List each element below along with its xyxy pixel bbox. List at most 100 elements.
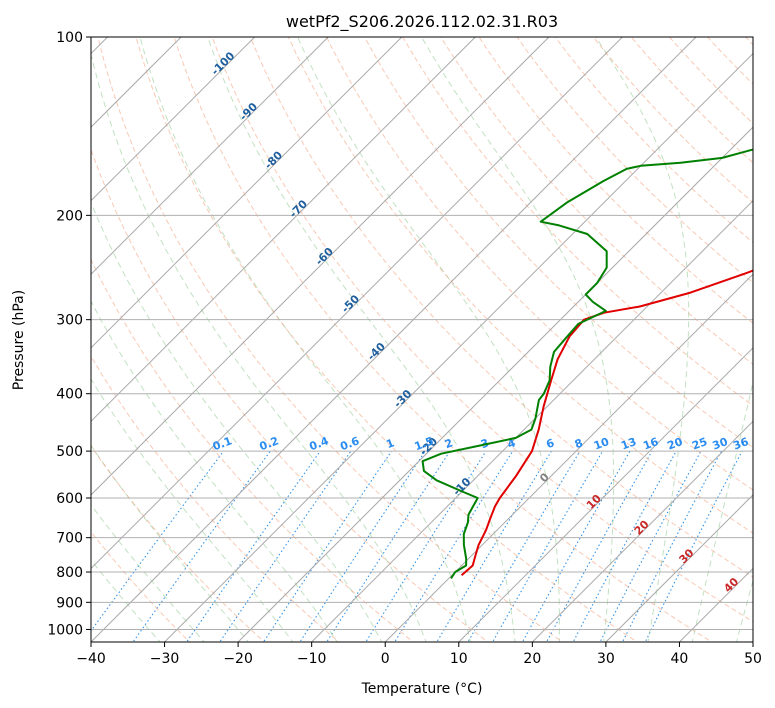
- isotherm: [91, 37, 403, 349]
- profile-series: [421, 148, 753, 579]
- mixing-ratio-line: [326, 450, 451, 642]
- dry-adiabats: [91, 37, 753, 642]
- mixing-ratio-label: 25: [690, 435, 709, 452]
- mixing-ratio-line: [644, 450, 743, 642]
- mixing-ratio-label: 0.2: [258, 434, 281, 453]
- dry-adiabat: [592, 37, 753, 204]
- dry-adiabat-label: -40: [365, 340, 388, 363]
- mixing-ratio-label: 10: [592, 435, 611, 453]
- mixing-ratio-label: 13: [619, 435, 638, 452]
- isotherm: [91, 37, 329, 275]
- dry-adiabat: [91, 258, 415, 642]
- dry-adiabat: [402, 37, 753, 407]
- mixing-ratio-label: 8: [573, 436, 585, 451]
- plot-area: -100-90-80-70-60-50-40-30-20-10 010203040…: [91, 37, 753, 642]
- x-axis: −40 −30 −20 −10 0 10 20 30 40 50: [76, 642, 762, 667]
- isotherm: [531, 420, 753, 642]
- mixing-ratio-line: [394, 450, 514, 642]
- mixing-ratio-label: 36: [731, 435, 750, 453]
- y-tick-label: 900: [56, 595, 83, 611]
- y-tick-label: 300: [56, 313, 83, 329]
- moist-adiabat: [139, 37, 472, 642]
- isotherm: [605, 494, 753, 642]
- mixing-ratio-line: [185, 450, 321, 642]
- mixing-ratio-line: [132, 450, 271, 642]
- dewpoint-profile-line: [421, 148, 753, 579]
- mixing-ratio-label: 6: [544, 436, 556, 451]
- isotherm-label: 20: [632, 517, 652, 537]
- moist-adiabat: [91, 444, 250, 642]
- moist-adiabat: [91, 559, 161, 642]
- isobar-gridlines: [91, 37, 753, 630]
- x-tick-label: 50: [744, 651, 762, 667]
- dry-adiabat: [97, 37, 564, 642]
- dry-adiabat: [364, 37, 753, 449]
- temperature-profile-line: [460, 269, 753, 576]
- mixing-ratio-line: [572, 450, 677, 642]
- mixing-ratio-label: 20: [666, 435, 685, 453]
- x-tick-label: −20: [223, 651, 253, 667]
- mixing-ratio-line: [91, 450, 224, 632]
- isotherm-label: 10: [584, 492, 604, 512]
- mixing-ratio-label: 1: [384, 436, 396, 451]
- x-tick-label: 20: [523, 651, 541, 667]
- dry-adiabat: [287, 37, 753, 534]
- y-tick-label: 1000: [47, 622, 83, 638]
- x-tick-label: 10: [450, 651, 468, 667]
- y-tick-label: 500: [56, 444, 83, 460]
- mixing-ratio-line: [467, 450, 581, 642]
- moist-adiabat: [735, 578, 753, 642]
- isotherm-lines: [91, 37, 753, 642]
- dry-adiabat: [706, 37, 753, 85]
- plot-frame: [90, 36, 754, 643]
- y-tick-label: 600: [56, 491, 83, 507]
- mixing-ratio-label: 2: [443, 436, 455, 451]
- isotherm: [752, 641, 753, 642]
- x-tick-label: 0: [381, 651, 390, 667]
- moist-adiabat: [420, 37, 615, 642]
- isotherm: [311, 199, 753, 642]
- mixing-ratio-label: 1.5: [413, 434, 436, 453]
- y-tick-label: 700: [56, 531, 83, 547]
- isotherm: [91, 37, 476, 423]
- moist-adiabat: [91, 503, 205, 642]
- moist-adiabat: [595, 37, 690, 642]
- dry-adiabat-label: -90: [237, 100, 260, 123]
- x-tick-label: −40: [76, 651, 106, 667]
- x-axis-label: Temperature (°C): [361, 681, 483, 697]
- dry-adiabat: [554, 37, 753, 244]
- chart-title: wetPf2_S206.2026.112.02.31.R03: [286, 12, 558, 32]
- y-tick-label: 800: [56, 565, 83, 581]
- isotherm: [91, 37, 256, 202]
- y-tick-label: 100: [56, 30, 83, 46]
- isotherm: [164, 52, 753, 642]
- isotherm: [458, 347, 753, 642]
- dry-adiabat: [668, 37, 753, 125]
- mixing-ratio-label: 0.6: [338, 434, 361, 453]
- mixing-ratio-label: 30: [711, 435, 730, 453]
- mixing-ratio-line: [219, 450, 352, 642]
- isotherm: [91, 37, 697, 642]
- mixing-ratio-label: 16: [641, 435, 660, 453]
- mixing-ratio-label: 0.1: [211, 434, 234, 453]
- x-tick-label: −30: [150, 651, 180, 667]
- dry-adiabat: [440, 37, 753, 365]
- isotherm-label: 30: [677, 546, 697, 566]
- dry-adiabat: [211, 37, 753, 623]
- dry-adiabat: [325, 37, 753, 491]
- mixing-ratio-line: [262, 450, 392, 642]
- moist-adiabat: [691, 379, 753, 642]
- dry-adiabat: [249, 37, 753, 578]
- y-tick-label: 400: [56, 387, 83, 403]
- dry-adiabat-label: -50: [339, 292, 362, 315]
- moist-adiabats: [91, 37, 753, 642]
- y-axis-label: Pressure (hPa): [11, 290, 27, 390]
- isotherm: [679, 567, 753, 642]
- isotherm: [237, 126, 753, 642]
- dry-adiabat-label: -70: [287, 197, 310, 220]
- isotherm-label: 40: [721, 575, 741, 595]
- isotherm: [91, 37, 623, 570]
- mixing-ratio-line: [599, 450, 702, 642]
- isotherm: [384, 273, 753, 642]
